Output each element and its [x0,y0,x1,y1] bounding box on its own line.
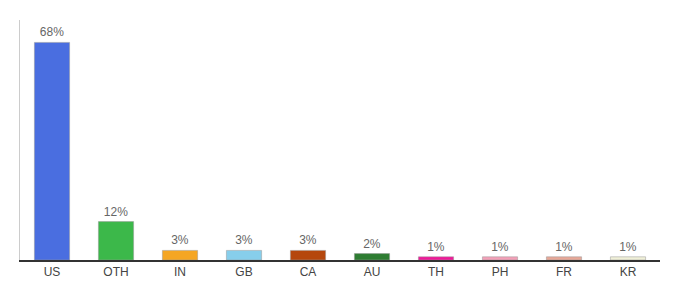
svg-text:US: US [44,265,61,279]
svg-text:CA: CA [300,265,317,279]
svg-text:68%: 68% [40,25,64,39]
svg-text:IN: IN [174,265,186,279]
svg-text:12%: 12% [104,205,128,219]
svg-text:1%: 1% [555,240,573,254]
svg-text:2%: 2% [363,237,381,251]
svg-text:3%: 3% [235,233,253,247]
svg-text:GB: GB [235,265,252,279]
svg-text:OTH: OTH [103,265,128,279]
svg-text:1%: 1% [619,240,637,254]
svg-text:3%: 3% [299,233,317,247]
svg-text:1%: 1% [427,240,445,254]
svg-text:3%: 3% [171,233,189,247]
svg-text:1%: 1% [491,240,509,254]
svg-text:KR: KR [620,265,637,279]
svg-text:FR: FR [556,265,572,279]
svg-text:AU: AU [364,265,381,279]
svg-text:TH: TH [428,265,444,279]
svg-text:PH: PH [492,265,509,279]
